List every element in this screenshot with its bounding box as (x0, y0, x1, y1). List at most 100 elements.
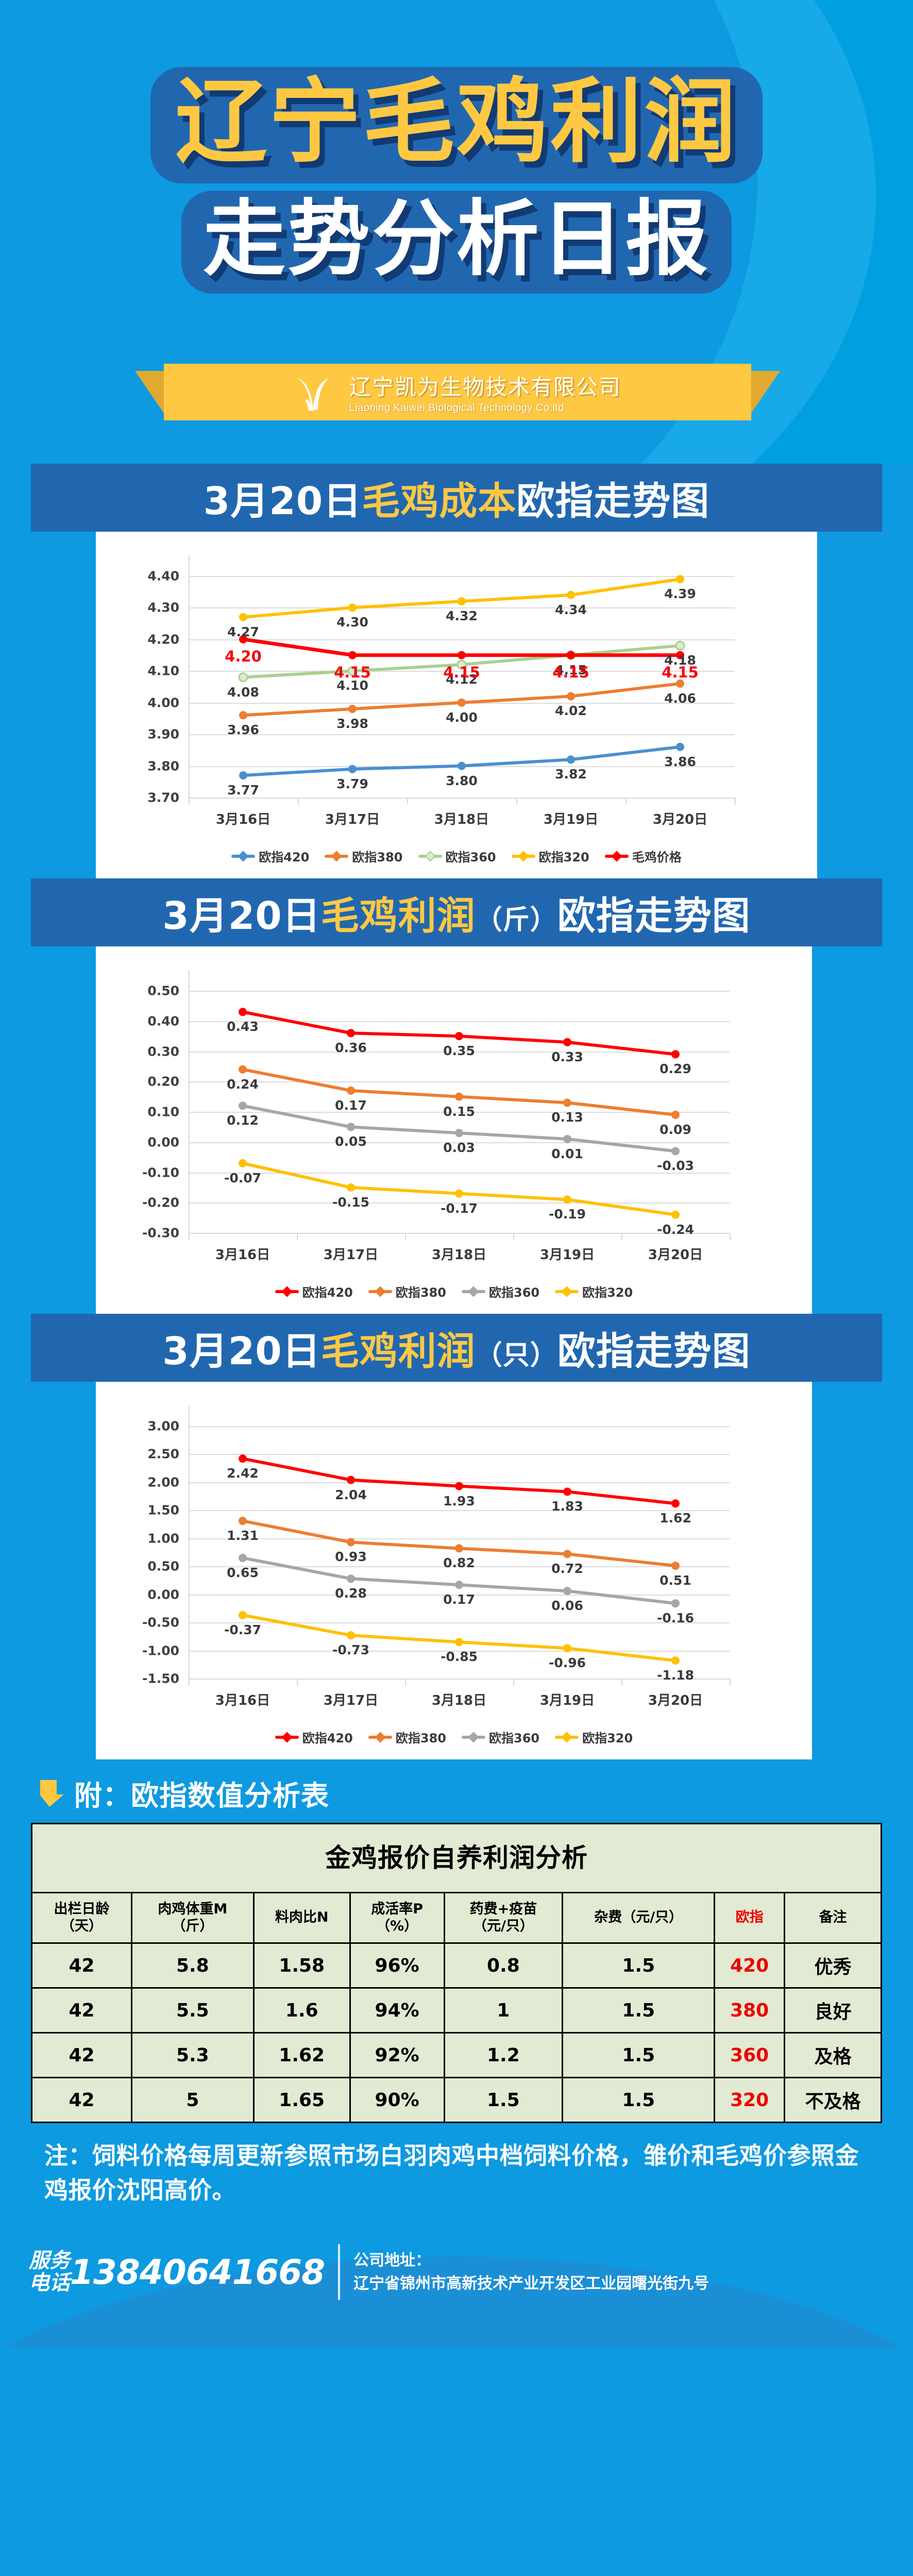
series-point (455, 1092, 463, 1101)
legend-item[interactable]: 欧指320 (511, 847, 589, 865)
chart-gridline (189, 1566, 730, 1568)
table-cell: 1.2 (443, 2032, 564, 2078)
y-axis-tick-label: 0.50 (147, 1558, 179, 1574)
footer-phone[interactable]: 13840641668 (70, 2252, 325, 2292)
table-caption-row: 金鸡报价自养利润分析 (31, 1823, 882, 1893)
data-point-label: 0.93 (335, 1549, 367, 1565)
data-point-label: 0.15 (443, 1104, 475, 1119)
legend-label: 欧指420 (259, 850, 310, 865)
table-cell: 5.3 (131, 2032, 255, 2078)
series-point (455, 1581, 463, 1589)
table-cell: 1.5 (562, 2032, 716, 2078)
legend-item[interactable]: 欧指380 (368, 1728, 446, 1746)
series-point (671, 1562, 680, 1570)
legend-item[interactable]: 欧指360 (462, 1728, 539, 1746)
legend-item[interactable]: 毛鸡价格 (604, 847, 682, 865)
chart-gridline (189, 1538, 730, 1539)
chart-legend: 欧指420 欧指380 欧指360 欧指320 (111, 1279, 797, 1300)
data-point-label: 0.82 (443, 1555, 475, 1571)
poster-page: 辽宁毛鸡利润 走势分析日报 辽宁凯为生物技术有限公司 Liaoning Kaiw… (0, 0, 913, 2348)
data-point-label: 0.29 (660, 1061, 691, 1077)
table-cell: 良好 (784, 1987, 882, 2033)
section-3-highlight: 毛鸡利润 (320, 1329, 476, 1374)
chart-gridline (189, 991, 730, 992)
table-row: 42 5.5 1.6 94% 1 1.5 380 良好 (30, 1987, 882, 2033)
y-axis-line (189, 555, 190, 798)
table-body: 42 5.8 1.58 96% 0.8 1.5 420 优秀 42 5.5 1.6 94% 1 1.5 38… (30, 1942, 882, 2123)
data-point-label: 4.15 (662, 663, 699, 681)
table-cell: 1.6 (252, 1987, 351, 2033)
data-point-label: -0.37 (224, 1622, 262, 1637)
data-point-label: 4.15 (443, 663, 480, 681)
data-point-label: 4.00 (446, 709, 478, 725)
table-column-header: 欧指 (714, 1891, 786, 1944)
series-point (347, 1631, 355, 1640)
footer-address-block: 公司地址： 辽宁省锦州市高新技术产业开发区工业园曙光街九号 (353, 2249, 709, 2295)
table-cell: 42 (30, 2032, 133, 2078)
data-point-label: 0.05 (335, 1134, 367, 1149)
y-axis-tick-label: 4.40 (147, 568, 179, 584)
company-logo-icon (297, 378, 329, 411)
table-cell: 42 (30, 2077, 133, 2123)
euro-index-table: 金鸡报价自养利润分析 出栏日龄 （天） 肉鸡体重M （斤） 料肉比N 成活率P （%） 药费+… (30, 1823, 882, 2123)
series-point (563, 1550, 571, 1558)
legend-label: 欧指320 (538, 850, 589, 865)
series-point (455, 1032, 463, 1041)
chart-card-3: -1.50 -1.00 -0.50 0.00 0.50 1.00 1.50 2.00 2.50 3… (96, 1382, 812, 1759)
series-point (457, 659, 467, 670)
series-point (239, 1065, 247, 1074)
appendix-section: 附：欧指数值分析表 金鸡报价自养利润分析 出栏日龄 （天） 肉鸡体重M （斤） 料肉比N… (0, 1759, 913, 2221)
x-axis-tick-mark (621, 1233, 622, 1240)
chart-gridline (189, 607, 735, 609)
legend-item[interactable]: 欧指320 (555, 1728, 633, 1746)
chart-gridline (189, 1650, 730, 1652)
data-point-label: 4.15 (334, 663, 371, 681)
section-3-tail: 欧指走势图 (557, 1329, 751, 1374)
chart-gridline (189, 734, 735, 736)
chart-gridline (189, 1594, 730, 1596)
legend-item[interactable]: 欧指380 (325, 847, 403, 865)
legend-item[interactable]: 欧指420 (231, 847, 309, 865)
data-point-label: 4.27 (227, 624, 259, 639)
legend-label: 毛鸡价格 (632, 850, 682, 865)
footer-service-label: 服务 电话 (29, 2249, 70, 2294)
data-point-label: 0.17 (335, 1097, 367, 1113)
footer-contact-block: 服务 电话 13840641668 (29, 2249, 325, 2294)
series-point (671, 1050, 680, 1059)
chart-gridline (189, 1510, 730, 1512)
series-point (455, 1638, 463, 1647)
table-cell: 1.5 (562, 1987, 716, 2033)
chart-gridline (189, 1172, 730, 1174)
legend-item[interactable]: 欧指420 (275, 1728, 353, 1746)
section-profit-jin-chart: 3月20日毛鸡利润（斤）欧指走势图 -0.30 -0.20 -0.10 0.00 0.1… (0, 878, 913, 1314)
chart-gridline (189, 1142, 730, 1143)
legend-item[interactable]: 欧指360 (418, 847, 496, 865)
table-cell: 42 (30, 1942, 133, 1989)
data-point-label: 2.42 (227, 1466, 259, 1481)
x-axis-tick-label: 3月17日 (323, 1247, 379, 1263)
series-point (348, 765, 357, 773)
data-point-label: 4.39 (664, 586, 696, 602)
legend-label: 欧指360 (489, 1731, 540, 1745)
series-point (239, 635, 247, 643)
table-cell: 320 (714, 2077, 786, 2123)
legend-item[interactable]: 欧指420 (275, 1282, 353, 1300)
y-axis-tick-label: 3.00 (147, 1418, 179, 1434)
data-point-label: 0.17 (443, 1592, 475, 1607)
appendix-heading-row: 附：欧指数值分析表 (31, 1759, 882, 1823)
x-axis-tick-mark (730, 1233, 731, 1240)
chart-gridline (189, 1112, 730, 1113)
data-point-label: -0.73 (332, 1642, 370, 1658)
y-axis-tick-label: 4.00 (147, 695, 179, 710)
table-cell: 不及格 (784, 2077, 882, 2123)
table-cell: 420 (714, 1942, 786, 1989)
x-axis-tick-mark (297, 1233, 298, 1240)
x-axis-tick-label: 3月17日 (325, 812, 380, 827)
legend-item[interactable]: 欧指380 (368, 1282, 446, 1300)
data-point-label: 3.98 (336, 716, 368, 731)
x-axis-tick-label: 3月20日 (652, 812, 708, 827)
data-point-label: -0.85 (440, 1649, 478, 1665)
series-point (347, 1538, 355, 1547)
legend-item[interactable]: 欧指360 (462, 1282, 539, 1300)
legend-item[interactable]: 欧指320 (555, 1282, 633, 1300)
